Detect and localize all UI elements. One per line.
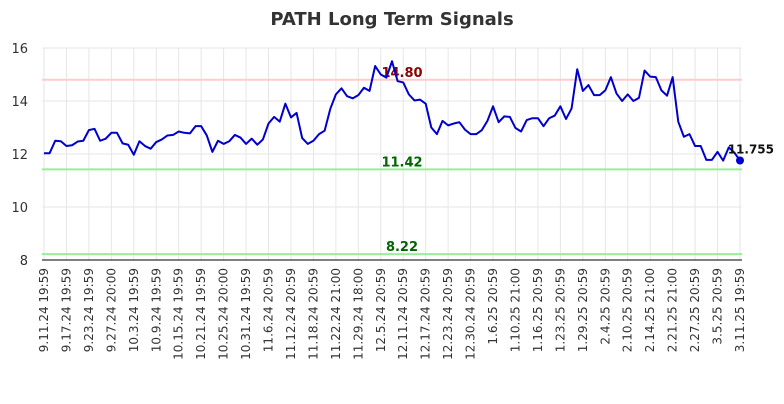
x-tick-label: 1.10.25 21:00 [508, 268, 522, 352]
x-tick-label: 10.9.24 19:59 [149, 268, 163, 352]
x-tick-label: 1.6.25 20:59 [486, 268, 500, 345]
x-tick-label: 9.11.24 19:59 [37, 268, 51, 352]
y-tick-label: 10 [11, 201, 28, 216]
x-tick-label: 2.21.25 21:00 [666, 268, 680, 352]
x-axis: 9.11.24 19:59 9.17.24 19:59 9.23.24 19:59 9… [37, 259, 747, 360]
price-series-line [44, 60, 741, 162]
x-tick-label: 10.25.24 20:00 [217, 268, 231, 360]
grid [42, 47, 742, 261]
chart-title: PATH Long Term Signals [270, 9, 513, 30]
last-value-marker [736, 156, 744, 165]
series-layer: 11.755 [44, 60, 774, 165]
x-tick-label: 11.22.24 21:00 [329, 268, 343, 360]
signal-line-label: 11.42 [381, 155, 422, 170]
x-tick-label: 11.18.24 20:59 [306, 268, 320, 360]
x-tick-label: 2.10.25 20:59 [621, 268, 635, 352]
signal-line-label: 8.22 [386, 240, 418, 255]
x-tick-label: 10.31.24 19:59 [239, 268, 253, 360]
x-tick-label: 12.17.24 20:59 [419, 268, 433, 360]
signal-lines: 14.80 11.42 8.22 [42, 66, 742, 256]
y-tick-label: 8 [20, 254, 28, 269]
x-tick-label: 11.29.24 18:00 [351, 268, 365, 360]
x-tick-label: 1.16.25 20:59 [531, 268, 545, 352]
x-tick-label: 3.11.25 19:59 [733, 268, 747, 352]
x-tick-label: 2.14.25 21:00 [643, 268, 657, 352]
x-tick-label: 9.23.24 19:59 [82, 268, 96, 352]
x-tick-label: 11.6.24 20:59 [262, 268, 276, 352]
x-tick-label: 3.5.25 20:59 [711, 268, 725, 345]
x-tick-label: 10.3.24 19:59 [127, 268, 141, 352]
x-tick-label: 2.4.25 20:59 [598, 268, 612, 345]
x-tick-label: 9.27.24 20:00 [104, 268, 118, 352]
last-value-label: 11.755 [728, 142, 774, 156]
y-tick-label: 16 [11, 42, 28, 57]
x-tick-label: 1.29.25 20:59 [576, 268, 590, 352]
x-tick-label: 2.27.25 20:59 [688, 268, 702, 352]
x-tick-label: 10.21.24 19:59 [194, 268, 208, 360]
x-tick-label: 10.15.24 19:59 [172, 268, 186, 360]
x-tick-label: 11.12.24 20:59 [284, 268, 298, 360]
y-tick-label: 14 [11, 95, 28, 110]
x-tick-label: 9.17.24 19:59 [59, 268, 73, 352]
x-tick-label: 12.30.24 20:59 [464, 268, 478, 360]
y-tick-label: 12 [11, 148, 28, 163]
x-tick-label: 12.5.24 20:59 [374, 268, 388, 352]
signal-line-label: 14.80 [381, 66, 422, 81]
x-tick-label: 12.23.24 20:59 [441, 268, 455, 360]
x-tick-label: 12.11.24 20:59 [396, 268, 410, 360]
x-tick-label: 1.23.25 20:59 [553, 268, 567, 352]
y-axis: 8 10 12 14 16 [11, 42, 28, 269]
